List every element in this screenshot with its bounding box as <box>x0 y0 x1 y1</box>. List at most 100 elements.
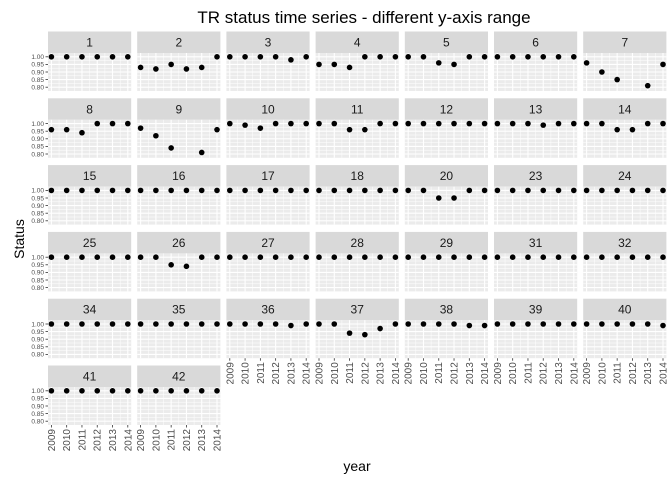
y-tick-label: 0.80 <box>31 218 44 225</box>
data-point <box>214 54 220 60</box>
facet-strip <box>226 231 310 254</box>
data-point <box>629 126 636 133</box>
facet-strip-label: 5 <box>443 36 450 50</box>
data-point <box>227 54 233 60</box>
data-point <box>79 54 85 60</box>
data-point <box>48 187 55 194</box>
x-tick-label: 2013 <box>465 362 476 385</box>
x-tick-label: 2014 <box>123 429 134 452</box>
data-point <box>377 254 383 260</box>
facet-strip <box>137 165 221 187</box>
facet-strip <box>494 231 578 254</box>
facet-panel: 16 <box>137 165 221 225</box>
data-point <box>137 64 144 71</box>
facet-strip <box>137 31 221 53</box>
data-point <box>644 120 651 127</box>
facet-strip-label: 7 <box>621 36 628 50</box>
data-point <box>227 120 233 127</box>
data-point <box>288 254 294 260</box>
data-point <box>629 187 636 194</box>
data-point <box>125 120 131 127</box>
facet-strip-label: 8 <box>86 102 93 116</box>
facet-strip-label: 9 <box>175 102 182 116</box>
x-tick-label: 2010 <box>62 429 73 452</box>
facet-strip <box>226 31 310 53</box>
facet-strip <box>315 31 399 53</box>
data-point <box>392 54 399 60</box>
data-point <box>583 120 590 127</box>
data-point <box>109 321 116 327</box>
x-tick-label: 2012 <box>450 362 461 385</box>
data-point <box>494 321 501 327</box>
data-point <box>571 254 577 260</box>
x-axis-title: year <box>343 458 371 474</box>
x-tick-label: 2011 <box>434 362 445 384</box>
facet-panel: 28 <box>315 231 399 292</box>
x-tick-label: 2011 <box>256 362 267 384</box>
data-point <box>509 54 516 60</box>
x-tick-label: 2011 <box>345 362 356 384</box>
facet-strip <box>494 31 578 53</box>
data-point <box>540 54 547 60</box>
data-point <box>272 254 279 260</box>
data-point <box>168 145 174 151</box>
data-point <box>257 321 264 327</box>
data-point <box>109 54 116 60</box>
data-point <box>392 187 399 194</box>
x-tick-label: 2011 <box>167 429 178 451</box>
x-tick-label: 2013 <box>554 362 565 385</box>
facet-strip <box>315 165 399 187</box>
facet-panel: 42 2009 2010 2011 2012 2013 2014 <box>136 365 224 452</box>
data-point <box>481 254 488 260</box>
data-point <box>63 187 70 194</box>
x-tick-label: 2014 <box>213 429 224 452</box>
data-point <box>494 254 501 260</box>
data-point <box>183 187 190 194</box>
data-point <box>509 120 516 127</box>
data-point <box>629 254 636 260</box>
x-tick-label: 2014 <box>480 362 491 385</box>
y-tick-label: 0.80 <box>31 151 44 158</box>
facet-strip-label: 37 <box>351 303 365 317</box>
x-tick-label: 2013 <box>643 362 654 385</box>
facet-strip-label: 1 <box>86 36 93 50</box>
data-point <box>583 321 590 327</box>
facet-panel: 36 2009 2010 2011 2012 2013 2014 <box>225 298 313 385</box>
data-point <box>94 254 101 260</box>
data-point <box>153 321 159 327</box>
data-point <box>392 254 399 260</box>
facet-panel: 8 0.800.850.900.951.00 <box>31 98 132 158</box>
y-tick-label: 1.00 <box>31 255 44 262</box>
facet-strip-label: 2 <box>175 36 182 50</box>
data-point <box>303 187 310 194</box>
data-point <box>629 321 636 327</box>
x-tick-label: 2011 <box>613 362 624 384</box>
data-point <box>331 254 338 260</box>
data-point <box>137 388 144 394</box>
facet-strip-label: 40 <box>618 303 632 317</box>
facet-strip <box>404 31 488 53</box>
facet-strip <box>583 298 667 321</box>
data-point <box>94 187 101 194</box>
facet-panel: 2 <box>137 31 221 91</box>
y-tick-label: 0.85 <box>31 411 44 418</box>
x-tick-label: 2009 <box>225 362 236 385</box>
facet-strip-label: 13 <box>529 102 543 116</box>
y-tick-label: 0.95 <box>31 329 44 336</box>
data-point <box>481 187 488 194</box>
data-point <box>125 187 131 194</box>
data-point <box>362 54 368 60</box>
facet-strip-label: 41 <box>83 370 97 384</box>
facet-panel: 38 2009 2010 2011 2012 2013 2014 <box>404 298 491 385</box>
data-point <box>494 187 501 194</box>
y-axis-title: Status <box>11 219 27 259</box>
facet-strip <box>226 98 310 120</box>
data-point <box>109 254 116 260</box>
facet-strip-label: 25 <box>83 236 97 250</box>
facet-strip <box>494 98 578 120</box>
data-point <box>227 321 233 327</box>
facet-strip <box>494 165 578 187</box>
y-tick-label: 1.00 <box>31 388 44 395</box>
data-point <box>660 120 666 127</box>
data-point <box>109 120 116 127</box>
